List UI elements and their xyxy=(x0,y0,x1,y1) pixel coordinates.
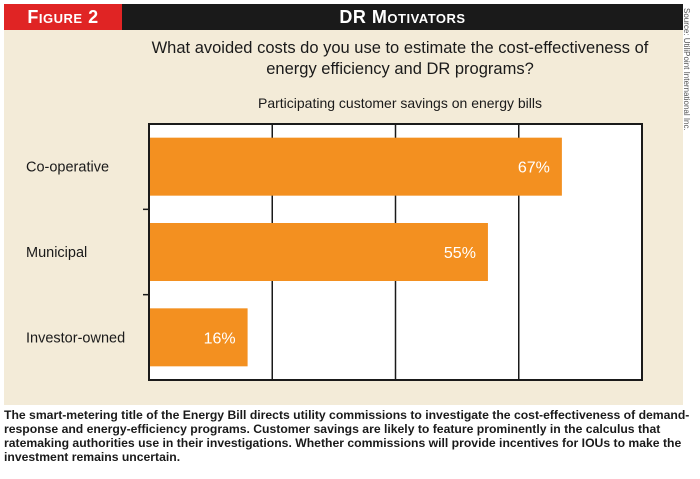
figure-title: DR Motivators xyxy=(339,7,466,27)
bar xyxy=(149,137,562,196)
chart-question: What avoided costs do you use to estimat… xyxy=(151,39,649,78)
category-label: Co-operative xyxy=(26,160,109,176)
bar xyxy=(149,308,248,367)
bar xyxy=(149,223,488,281)
data-label: 16% xyxy=(204,330,236,347)
plot-frame xyxy=(148,123,643,381)
chart-title: Participating customer savings on energy… xyxy=(257,95,543,111)
category-label: Investor-owned xyxy=(26,330,125,346)
data-label: 55% xyxy=(444,245,476,262)
category-label: Municipal xyxy=(26,245,87,261)
figure-caption: The smart-metering title of the Energy B… xyxy=(4,408,690,464)
figure-label: Figure 2 xyxy=(4,4,122,30)
data-label: 67% xyxy=(518,160,550,177)
